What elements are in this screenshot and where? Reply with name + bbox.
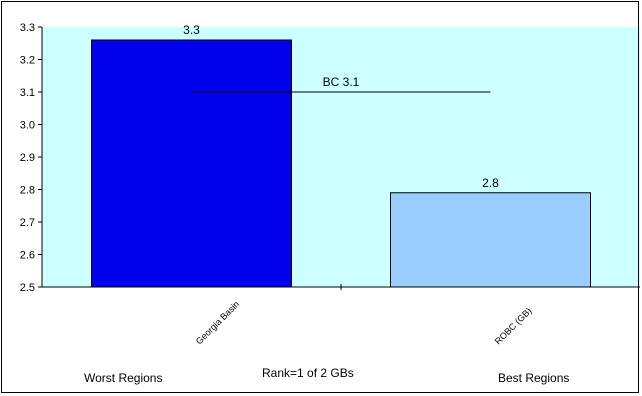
y-tick-label: 2.9 <box>20 152 35 164</box>
data-label: 2.8 <box>482 176 499 190</box>
y-tick-label: 2.5 <box>20 282 35 294</box>
data-label: 3.3 <box>183 23 200 37</box>
worst-regions-label: Worst Regions <box>84 371 163 385</box>
reference-line-label: BC 3.1 <box>323 75 360 89</box>
y-tick-label: 3.1 <box>20 87 35 99</box>
bar <box>390 192 591 288</box>
best-regions-label: Best Regions <box>498 371 570 385</box>
bar <box>91 39 292 288</box>
y-tick-label: 3.0 <box>20 120 35 132</box>
rank-label: Rank=1 of 2 GBs <box>262 366 354 380</box>
y-tick-label: 3.3 <box>20 22 35 34</box>
y-tick-label: 3.2 <box>20 55 35 67</box>
y-tick-label: 2.6 <box>20 250 35 262</box>
y-tick-label: 2.8 <box>20 185 35 197</box>
category-label: ROBC (GB) <box>493 306 534 347</box>
y-tick-label: 2.7 <box>20 217 35 229</box>
category-label: Georgia Basin <box>194 299 241 346</box>
